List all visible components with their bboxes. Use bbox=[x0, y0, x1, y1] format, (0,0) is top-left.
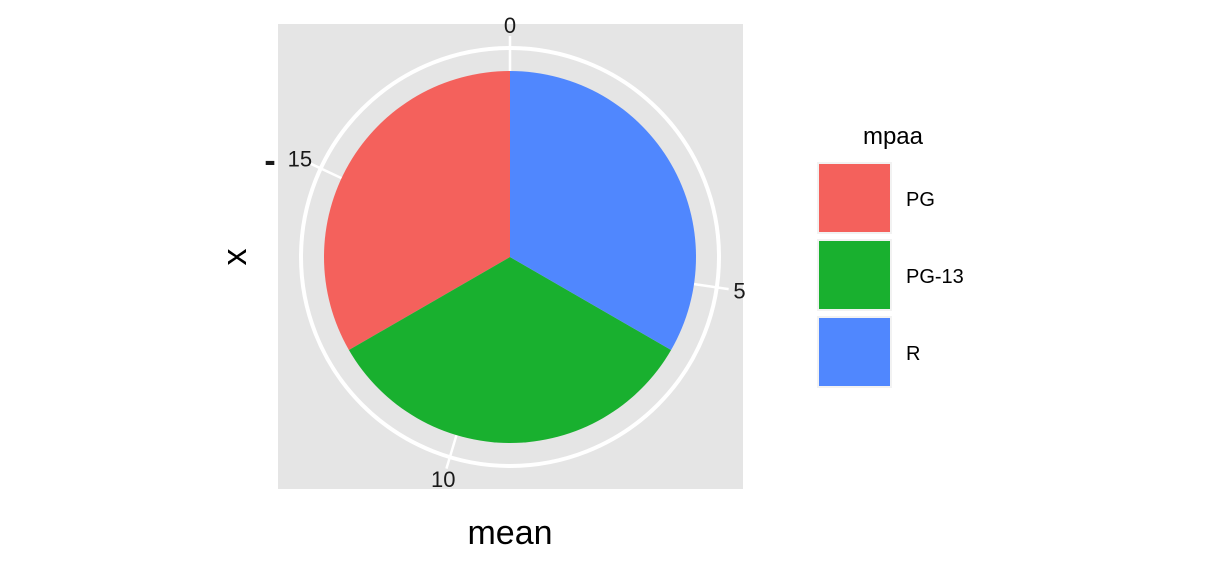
theta-tick-label: 5 bbox=[733, 279, 745, 304]
legend-label: PG bbox=[906, 189, 935, 211]
legend-title: mpaa bbox=[863, 123, 924, 150]
polar-grid bbox=[299, 36, 729, 470]
theta-tick-label: 15 bbox=[288, 147, 312, 172]
legend-swatch-pg-13 bbox=[819, 241, 890, 309]
pie-slice-pg-13 bbox=[348, 257, 672, 443]
grid-spoke bbox=[445, 430, 459, 470]
y-tick-label: - bbox=[264, 142, 275, 180]
pie-slice-r bbox=[510, 71, 696, 350]
legend-label: PG-13 bbox=[906, 266, 964, 288]
x-axis-title: mean bbox=[467, 514, 552, 552]
theta-tick-label: 0 bbox=[504, 13, 516, 38]
theta-tick-label: 10 bbox=[431, 467, 455, 492]
legend-swatch-r bbox=[819, 318, 890, 386]
pie-slices bbox=[323, 71, 696, 443]
y-axis-title: x bbox=[216, 249, 254, 266]
legend: mpaa PG PG-13 R bbox=[817, 123, 964, 388]
legend-label: R bbox=[906, 343, 920, 365]
legend-swatch-pg bbox=[819, 164, 890, 232]
theta-tick-labels: 0 5 10 15 bbox=[288, 13, 746, 492]
legend-items: PG PG-13 R bbox=[817, 162, 964, 388]
pie-slice-pg bbox=[323, 71, 510, 350]
grid-spoke bbox=[689, 282, 729, 291]
grid-spoke bbox=[309, 162, 346, 181]
